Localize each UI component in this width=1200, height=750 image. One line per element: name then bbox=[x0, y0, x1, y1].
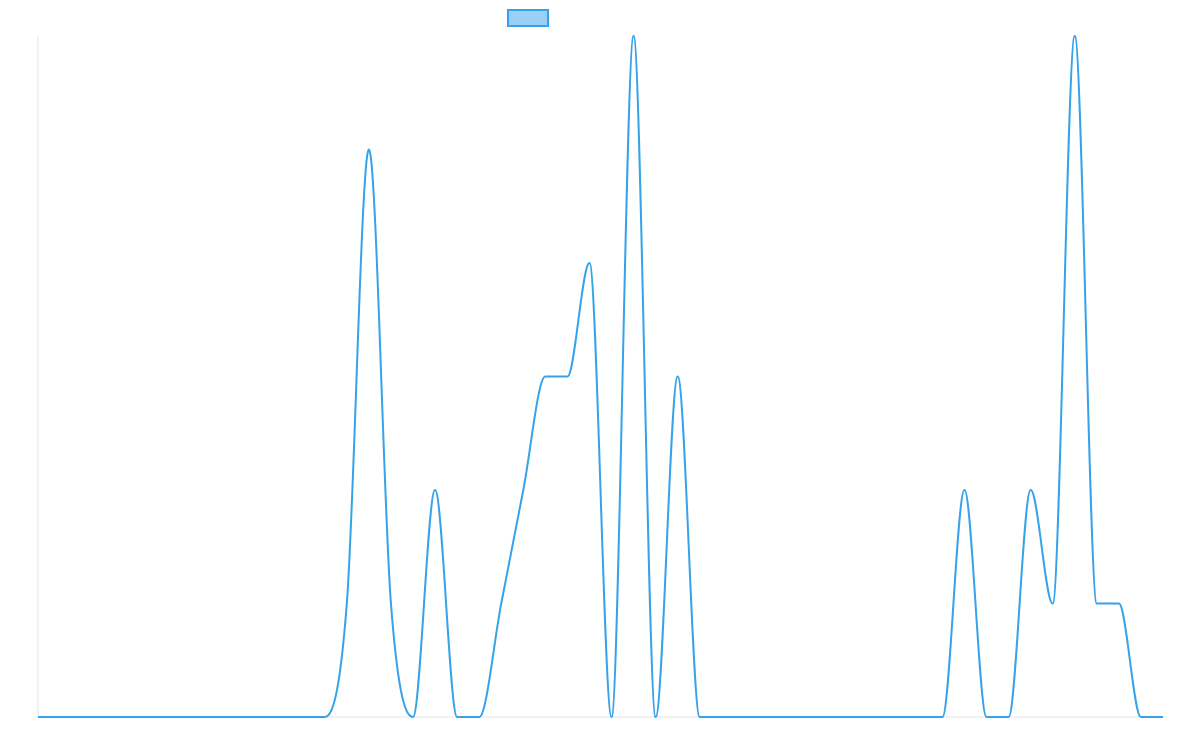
data-point[interactable] bbox=[167, 714, 173, 720]
data-point[interactable] bbox=[1138, 714, 1144, 720]
series-line-0[interactable] bbox=[37, 35, 1163, 719]
data-point[interactable] bbox=[189, 714, 195, 720]
legend-swatch[interactable] bbox=[507, 9, 549, 27]
data-point[interactable] bbox=[454, 714, 460, 720]
data-point[interactable] bbox=[653, 714, 659, 720]
data-point[interactable] bbox=[763, 714, 769, 720]
data-point[interactable] bbox=[366, 147, 372, 153]
data-point[interactable] bbox=[719, 714, 725, 720]
data-point[interactable] bbox=[520, 487, 526, 493]
data-point[interactable] bbox=[917, 714, 923, 720]
data-point[interactable] bbox=[79, 714, 85, 720]
data-point[interactable] bbox=[984, 714, 990, 720]
data-point[interactable] bbox=[123, 714, 129, 720]
data-point[interactable] bbox=[785, 714, 791, 720]
data-point[interactable] bbox=[57, 714, 63, 720]
data-point[interactable] bbox=[211, 714, 217, 720]
data-point[interactable] bbox=[829, 714, 835, 720]
data-point[interactable] bbox=[145, 714, 151, 720]
data-point[interactable] bbox=[961, 487, 967, 493]
data-point[interactable] bbox=[851, 714, 857, 720]
data-point[interactable] bbox=[1028, 487, 1034, 493]
data-point[interactable] bbox=[542, 374, 548, 380]
data-point[interactable] bbox=[278, 714, 284, 720]
data-point[interactable] bbox=[1072, 33, 1078, 39]
data-point[interactable] bbox=[300, 714, 306, 720]
data-point[interactable] bbox=[675, 374, 681, 380]
data-point[interactable] bbox=[1160, 714, 1166, 720]
data-point[interactable] bbox=[1094, 601, 1100, 607]
data-point[interactable] bbox=[1050, 601, 1056, 607]
data-point[interactable] bbox=[586, 260, 592, 266]
data-point[interactable] bbox=[256, 714, 262, 720]
chart-axes bbox=[37, 36, 1163, 718]
data-point[interactable] bbox=[101, 714, 107, 720]
data-point[interactable] bbox=[498, 601, 504, 607]
data-point[interactable] bbox=[873, 714, 879, 720]
data-point[interactable] bbox=[697, 714, 703, 720]
data-point[interactable] bbox=[1006, 714, 1012, 720]
data-point[interactable] bbox=[432, 487, 438, 493]
data-point[interactable] bbox=[388, 601, 394, 607]
data-point[interactable] bbox=[895, 714, 901, 720]
data-point[interactable] bbox=[564, 374, 570, 380]
data-point[interactable] bbox=[807, 714, 813, 720]
data-point[interactable] bbox=[609, 714, 615, 720]
data-point[interactable] bbox=[1116, 601, 1122, 607]
data-point[interactable] bbox=[35, 714, 41, 720]
data-point[interactable] bbox=[410, 714, 416, 720]
data-point[interactable] bbox=[631, 33, 637, 39]
data-point[interactable] bbox=[741, 714, 747, 720]
data-point[interactable] bbox=[234, 714, 240, 720]
data-point[interactable] bbox=[322, 714, 328, 720]
data-point[interactable] bbox=[476, 714, 482, 720]
series-layer bbox=[35, 33, 1166, 720]
data-point[interactable] bbox=[939, 714, 945, 720]
chart-legend bbox=[507, 9, 549, 27]
data-point[interactable] bbox=[344, 601, 350, 607]
